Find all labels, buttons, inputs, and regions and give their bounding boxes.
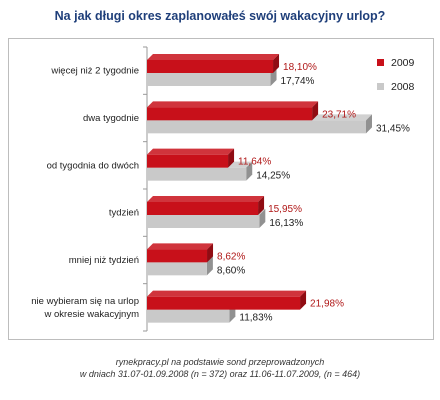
- data-label-2008: 31,45%: [376, 123, 410, 134]
- legend-label-2008: 2008: [391, 81, 415, 93]
- bar-2009-side: [228, 148, 235, 168]
- bar-2009-top: [147, 54, 280, 60]
- bar-2009-top: [147, 196, 265, 202]
- category-label: nie wybieram się na urlop w okresie wakac…: [31, 296, 139, 320]
- category-label: mniej niż tydzień: [69, 255, 139, 266]
- bar-2008-side: [259, 209, 266, 228]
- legend-label-2009: 2009: [391, 57, 415, 69]
- bar-2008-side: [246, 161, 253, 181]
- bar-2009-side: [312, 101, 319, 121]
- data-label-2008: 14,25%: [256, 171, 290, 182]
- bar-2009: [147, 296, 301, 310]
- data-label-2008: 11,83%: [239, 313, 272, 324]
- bar-2008: [147, 167, 247, 181]
- category-label: tydzień: [109, 208, 139, 219]
- data-label-2009: 15,95%: [268, 204, 302, 215]
- bar-2009: [147, 107, 313, 121]
- bar-2008: [147, 309, 230, 323]
- legend-swatch-2009: [377, 59, 384, 66]
- bar-2009-side: [207, 243, 214, 263]
- bar-2008: [147, 120, 366, 134]
- source-line-2: w dniach 31.07-01.09.2008 (n = 372) oraz…: [79, 369, 361, 379]
- bar-2009: [147, 154, 229, 168]
- bar-2009-top: [147, 148, 235, 155]
- chart-plot: więcej niż 2 tygodnie 18,10% 17,74% dwa tyg…: [31, 46, 415, 332]
- data-label-2009: 8,62%: [217, 251, 245, 262]
- bar-2008: [147, 262, 207, 276]
- data-label-2009: 23,71%: [322, 109, 356, 120]
- category-label: dwa tygodnie: [83, 113, 139, 124]
- data-label-2008: 17,74%: [281, 76, 315, 87]
- data-label-2009: 11,64%: [238, 157, 271, 168]
- bar-2009-top: [147, 290, 307, 297]
- source-line-1: rynekpracy.pl na podstawie sond przeprow…: [115, 357, 325, 367]
- bar-2009: [147, 60, 274, 73]
- category-label: od tygodnia do dwóch: [47, 160, 139, 171]
- bar-2009-side: [273, 54, 280, 73]
- bar-2009-top: [147, 243, 214, 250]
- bar-2008-side: [206, 256, 213, 276]
- chart-title: Na jak długi okres zaplanowałeś swój wak…: [54, 9, 386, 23]
- source-note: rynekpracy.pl na podstawie sond przeprow…: [0, 356, 440, 380]
- bar-2009-side: [258, 196, 265, 215]
- data-label-2008: 16,13%: [269, 218, 303, 229]
- bar-2008: [147, 215, 260, 228]
- data-label-2008: 8,60%: [217, 265, 245, 276]
- bar-2009-top: [147, 101, 319, 108]
- legend-swatch-2008: [377, 83, 384, 90]
- bar-2008: [147, 73, 271, 86]
- bar-2009-side: [300, 290, 307, 310]
- data-label-2009: 18,10%: [283, 62, 317, 73]
- bar-2009: [147, 249, 208, 263]
- data-label-2009: 21,98%: [310, 299, 344, 310]
- bar-2008-side: [366, 114, 372, 134]
- chart-frame: więcej niż 2 tygodnie 18,10% 17,74% dwa tyg…: [8, 38, 434, 340]
- category-label: więcej niż 2 tygodnie: [50, 66, 139, 77]
- bar-2009: [147, 202, 259, 215]
